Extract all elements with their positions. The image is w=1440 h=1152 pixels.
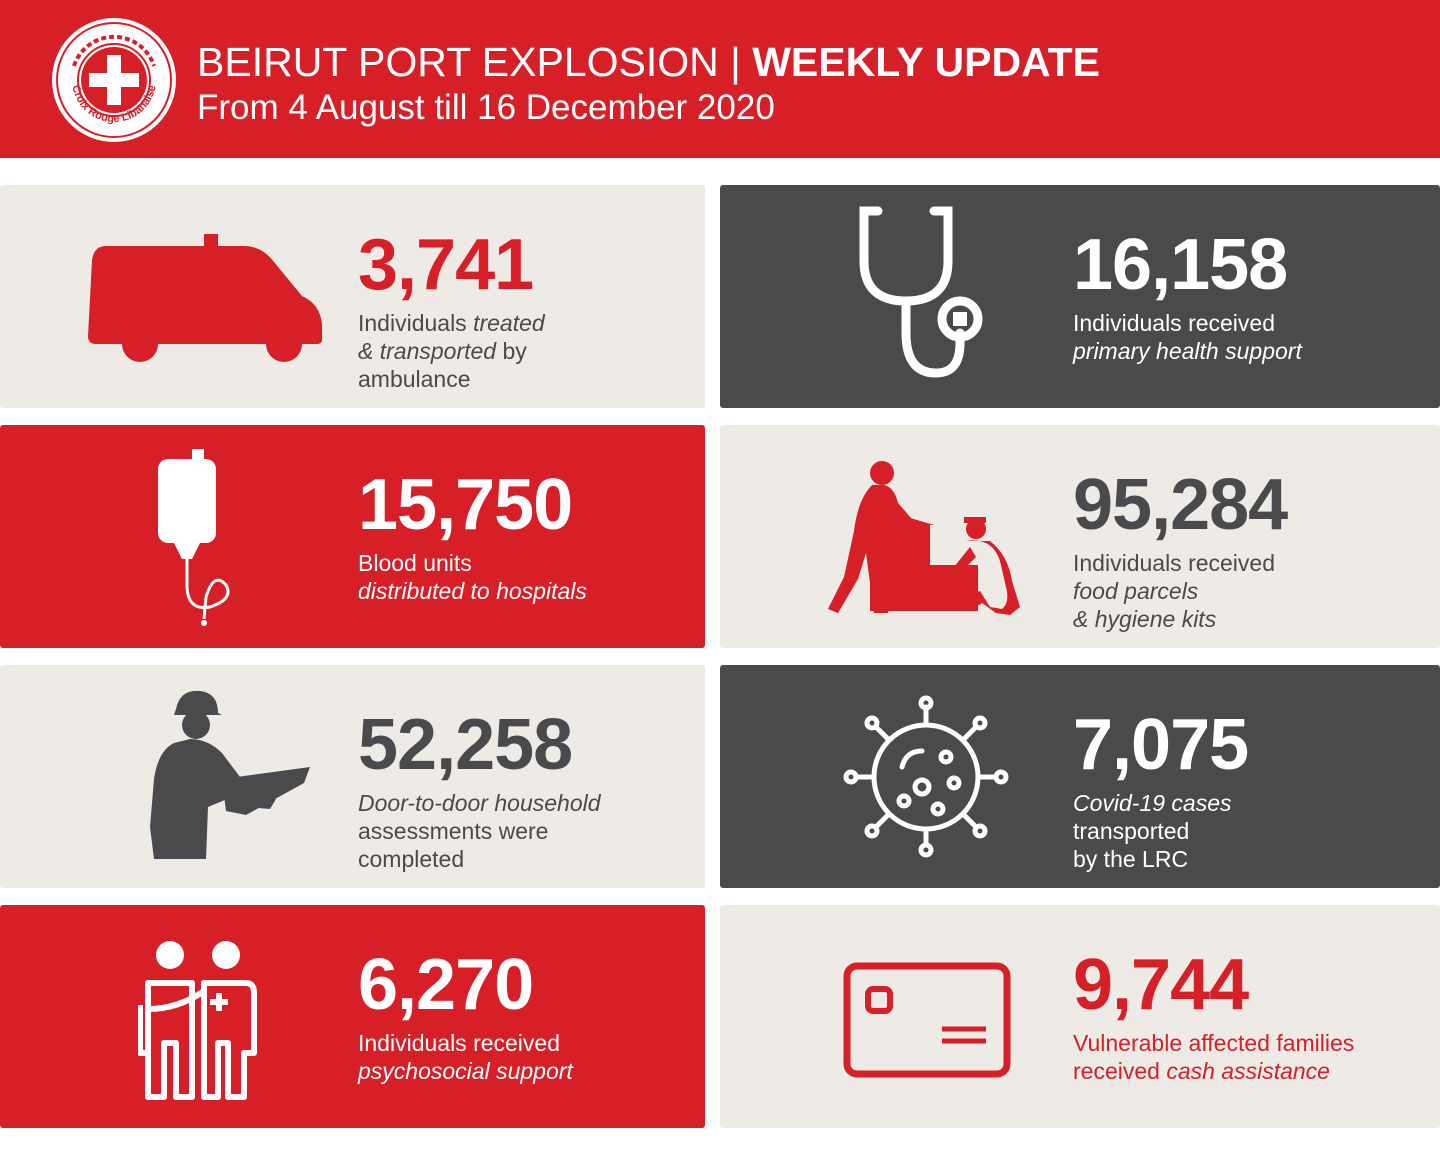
cash-card-icon — [843, 962, 1011, 1078]
stat-line: received cash assistance — [1073, 1058, 1330, 1084]
stat-ambulance: 3,741 Individuals treated & transported … — [358, 225, 545, 393]
stat-blood: 15,750 Blood units distributed to hospit… — [358, 465, 587, 605]
stat-line: psychosocial support — [358, 1058, 573, 1084]
stat-food: 95,284 Individuals received food parcels… — [1073, 465, 1288, 633]
stat-line: ambulance — [358, 366, 471, 392]
stat-number: 16,158 — [1073, 225, 1288, 305]
stat-line: distributed to hospitals — [358, 578, 587, 604]
stat-line: food parcels — [1073, 578, 1199, 604]
worker-assessment-icon — [150, 690, 310, 859]
stat-number: 52,258 — [358, 705, 573, 785]
page-title: BEIRUT PORT EXPLOSION | WEEKLY UPDATE — [197, 38, 1100, 86]
stat-line: assessments were — [358, 818, 549, 844]
stat-line: & transported by — [358, 338, 527, 364]
stat-line: Individuals received — [358, 1030, 561, 1056]
card-primary-health: 16,158 Individuals received primary heal… — [720, 185, 1440, 408]
card-assessments: 52,258 Door-to-door household assessment… — [0, 665, 705, 888]
stat-line: Vulnerable affected families — [1073, 1030, 1355, 1056]
page-subtitle: From 4 August till 16 December 2020 — [197, 88, 775, 127]
stat-line: Individuals treated — [358, 310, 545, 336]
card-psychosocial: 6,270 Individuals received psychosocial … — [0, 905, 705, 1128]
ambulance-icon — [88, 234, 322, 362]
card-food: 95,284 Individuals received food parcels… — [720, 425, 1440, 648]
stat-line: Covid-19 cases — [1073, 790, 1232, 816]
stat-cash: 9,744 Vulnerable affected families recei… — [1073, 945, 1354, 1085]
stat-line: Door-to-door household — [358, 790, 601, 816]
virus-icon — [843, 695, 1009, 858]
stat-number: 15,750 — [358, 465, 573, 545]
blood-bag-icon — [158, 449, 230, 626]
card-covid: 7,075 Covid-19 cases transported by the … — [720, 665, 1440, 888]
card-cash: 9,744 Vulnerable affected families recei… — [720, 905, 1440, 1128]
food-distribution-icon — [828, 461, 1020, 615]
stat-number: 6,270 — [358, 945, 534, 1025]
title-bold: WEEKLY UPDATE — [752, 39, 1101, 85]
stat-line: primary health support — [1073, 338, 1302, 364]
card-ambulance: 3,741 Individuals treated & transported … — [0, 185, 705, 408]
stat-number: 7,075 — [1073, 705, 1249, 785]
stat-covid: 7,075 Covid-19 cases transported by the … — [1073, 705, 1249, 873]
lebanese-red-cross-logo: Croix Rouge Libanaise — [52, 18, 176, 142]
stat-assessments: 52,258 Door-to-door household assessment… — [358, 705, 601, 873]
stat-line: by the LRC — [1073, 846, 1189, 872]
stat-psychosocial: 6,270 Individuals received psychosocial … — [358, 945, 573, 1085]
stat-line: completed — [358, 846, 465, 872]
card-blood: 15,750 Blood units distributed to hospit… — [0, 425, 705, 648]
stat-primary-health: 16,158 Individuals received primary heal… — [1073, 225, 1302, 365]
stat-line: Individuals received — [1073, 550, 1276, 576]
stat-line: & hygiene kits — [1073, 606, 1217, 632]
stat-number: 9,744 — [1073, 945, 1249, 1025]
stat-number: 95,284 — [1073, 465, 1288, 545]
stat-line: transported — [1073, 818, 1190, 844]
stat-number: 3,741 — [358, 225, 534, 305]
stat-line: Individuals received — [1073, 310, 1276, 336]
header-banner: Croix Rouge Libanaise BEIRUT PORT EXPLOS… — [0, 0, 1440, 158]
title-regular: BEIRUT PORT EXPLOSION | — [197, 39, 741, 85]
psychosocial-support-icon — [138, 941, 257, 1100]
stethoscope-icon — [859, 206, 983, 378]
stat-line: Blood units — [358, 550, 472, 576]
